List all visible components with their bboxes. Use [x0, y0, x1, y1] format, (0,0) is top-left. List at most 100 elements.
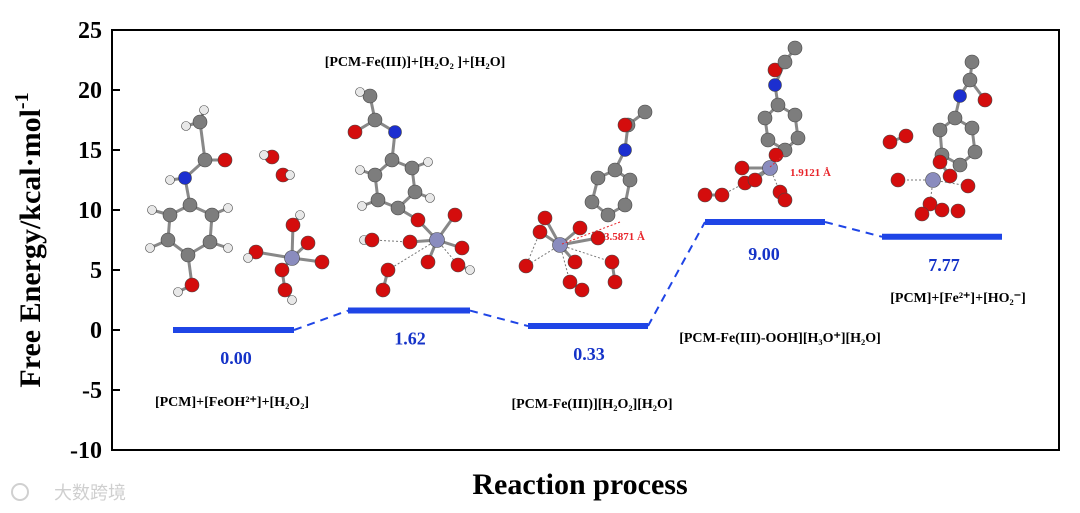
atom	[518, 258, 534, 274]
atom	[285, 170, 295, 180]
atom	[384, 152, 400, 168]
atom	[447, 207, 463, 223]
atom	[790, 130, 806, 146]
atom	[787, 40, 803, 56]
atom	[777, 192, 793, 208]
atom	[202, 234, 218, 250]
energy-value-labels: 0.00 1.62 0.33 9.00 7.77	[220, 244, 960, 368]
y-tick-label: 10	[78, 198, 102, 224]
atom	[953, 89, 967, 103]
watermark: 大数跨境	[11, 483, 126, 504]
atom	[697, 187, 713, 203]
atom	[375, 282, 391, 298]
atom	[314, 254, 330, 270]
atom	[952, 157, 968, 173]
atom	[925, 172, 941, 188]
species-label: [PCM-Fe(III)]+[H₂O₂ ]+[H₂O]	[325, 55, 506, 70]
atom	[942, 168, 958, 184]
atom	[295, 210, 305, 220]
atom	[362, 88, 378, 104]
atom	[967, 144, 983, 160]
atom	[767, 62, 783, 78]
atom	[223, 203, 233, 213]
atom	[162, 207, 178, 223]
y-tick-label: 5	[90, 258, 102, 284]
atom	[607, 162, 623, 178]
atom	[734, 160, 750, 176]
h-bond	[559, 244, 613, 263]
atom	[898, 128, 914, 144]
atom	[747, 172, 763, 188]
atom	[454, 240, 470, 256]
atom	[450, 257, 466, 273]
atom	[380, 262, 396, 278]
y-axis-ticks: 25 20 15 10 5 0 -5 -10	[70, 18, 120, 464]
distance-label-2: 1.9121 Å	[790, 167, 831, 179]
atom	[423, 157, 433, 167]
molecule	[697, 40, 806, 208]
atom	[160, 232, 176, 248]
atom	[147, 205, 157, 215]
atom	[355, 165, 365, 175]
atom	[204, 207, 220, 223]
y-tick-label: 20	[78, 78, 102, 104]
atom	[584, 194, 600, 210]
atom	[977, 92, 993, 108]
atom	[429, 232, 445, 248]
atom	[890, 172, 906, 188]
atom	[960, 178, 976, 194]
y-tick-label: 25	[78, 18, 102, 44]
atom	[425, 193, 435, 203]
atom	[182, 197, 198, 213]
molecular-structures	[145, 40, 993, 305]
species-label: [PCM-Fe(III)][H₂O₂][H₂O]	[511, 397, 672, 412]
atom	[934, 202, 950, 218]
atom	[964, 120, 980, 136]
atom	[572, 220, 588, 236]
atom	[537, 210, 553, 226]
energy-connector-line	[824, 221, 883, 238]
y-tick-label: -5	[82, 378, 102, 404]
energy-connector-line	[293, 309, 349, 331]
atom	[604, 254, 620, 270]
atom	[287, 295, 297, 305]
atom	[882, 134, 898, 150]
atom	[410, 212, 426, 228]
species-label: [PCM]+[Fe²⁺]+[HO₂⁻]	[890, 291, 1026, 306]
atom	[947, 110, 963, 126]
atom	[390, 200, 406, 216]
atom	[300, 235, 316, 251]
atom	[192, 114, 208, 130]
atom	[370, 192, 386, 208]
atom	[180, 247, 196, 263]
energy-value-label: 0.00	[220, 348, 252, 368]
atom	[357, 201, 367, 211]
atom	[199, 105, 209, 115]
atom	[590, 170, 606, 186]
atom	[787, 107, 803, 123]
atom	[574, 282, 590, 298]
energy-value-label: 7.77	[928, 255, 960, 275]
atom	[364, 232, 380, 248]
atom	[760, 132, 776, 148]
atom	[197, 152, 213, 168]
atom	[420, 254, 436, 270]
energy-connectors	[293, 221, 883, 331]
atom	[617, 197, 633, 213]
y-axis-title: Free Energy/kcal·mol-1	[11, 92, 47, 387]
atom	[217, 152, 233, 168]
energy-value-label: 9.00	[748, 244, 780, 264]
y-tick-label: 15	[78, 138, 102, 164]
molecule	[882, 54, 993, 222]
atom	[600, 207, 616, 223]
atom	[714, 187, 730, 203]
atom	[259, 150, 269, 160]
atom	[367, 112, 383, 128]
atom	[388, 125, 402, 139]
atom	[223, 243, 233, 253]
atom	[402, 234, 418, 250]
atom	[552, 237, 568, 253]
atom	[757, 110, 773, 126]
energy-connector-line	[469, 309, 529, 328]
atom	[768, 78, 782, 92]
